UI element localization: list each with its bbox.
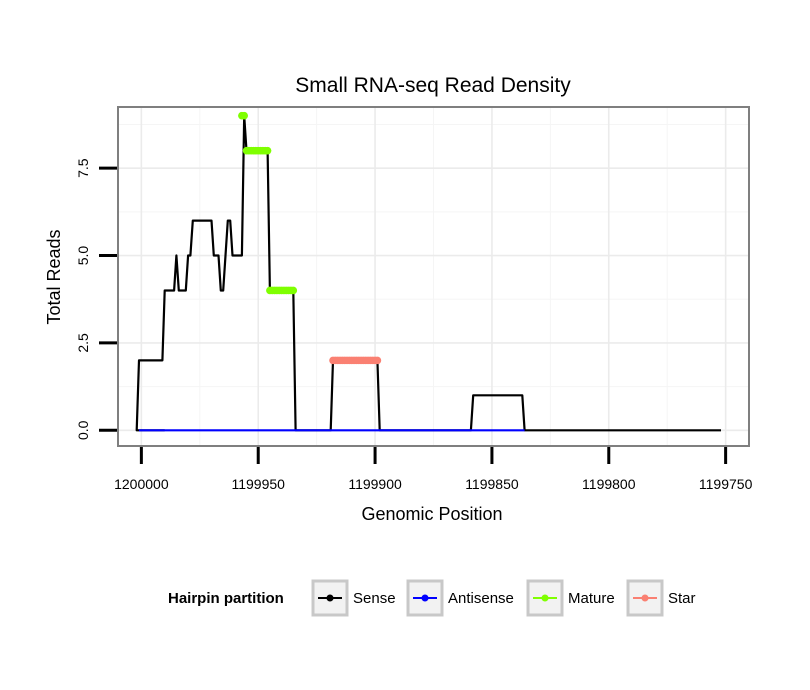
mature-point: [263, 146, 272, 155]
x-tick-label: 1199900: [348, 476, 402, 492]
legend-item-antisense: Antisense: [406, 579, 514, 617]
x-tick-label: 1200000: [114, 476, 169, 492]
legend-title: Hairpin partition: [168, 590, 284, 607]
y-tick-label: 0.0: [75, 420, 91, 440]
mature-point: [240, 111, 248, 120]
legend-item-star: Star: [626, 579, 696, 617]
mature-point: [289, 286, 298, 295]
legend-key-point: [421, 594, 429, 602]
legend: Hairpin partition Sense Antisense Mature St…: [168, 579, 696, 617]
x-axis-title: Genomic Position: [361, 504, 502, 524]
y-axis: 0.0 2.5 5.0 7.5: [75, 158, 117, 440]
x-tick-label: 1199950: [231, 476, 285, 492]
legend-item-sense: Sense: [311, 579, 396, 617]
legend-label: Sense: [353, 590, 396, 607]
legend-item-mature: Mature: [526, 579, 615, 617]
legend-label: Antisense: [448, 590, 514, 607]
x-tick-label: 1199800: [582, 476, 636, 492]
x-axis: 1200000 1199950 1199900 1199850 1199800 11997…: [114, 447, 753, 492]
x-tick-label: 1199750: [699, 476, 753, 492]
y-axis-title: Total Reads: [44, 229, 64, 324]
x-tick-label: 1199850: [465, 476, 519, 492]
legend-label: Star: [668, 590, 696, 607]
y-tick-label: 5.0: [75, 246, 91, 266]
star-point: [373, 356, 382, 365]
y-tick-label: 7.5: [75, 158, 91, 178]
chart-title: Small RNA-seq Read Density: [295, 74, 571, 97]
y-tick-label: 2.5: [75, 333, 91, 353]
legend-key-point: [641, 594, 649, 602]
series-layer: [135, 111, 721, 432]
legend-label: Mature: [568, 590, 615, 607]
gridlines: [119, 108, 748, 445]
legend-key-point: [541, 594, 549, 602]
legend-key-point: [326, 594, 334, 602]
